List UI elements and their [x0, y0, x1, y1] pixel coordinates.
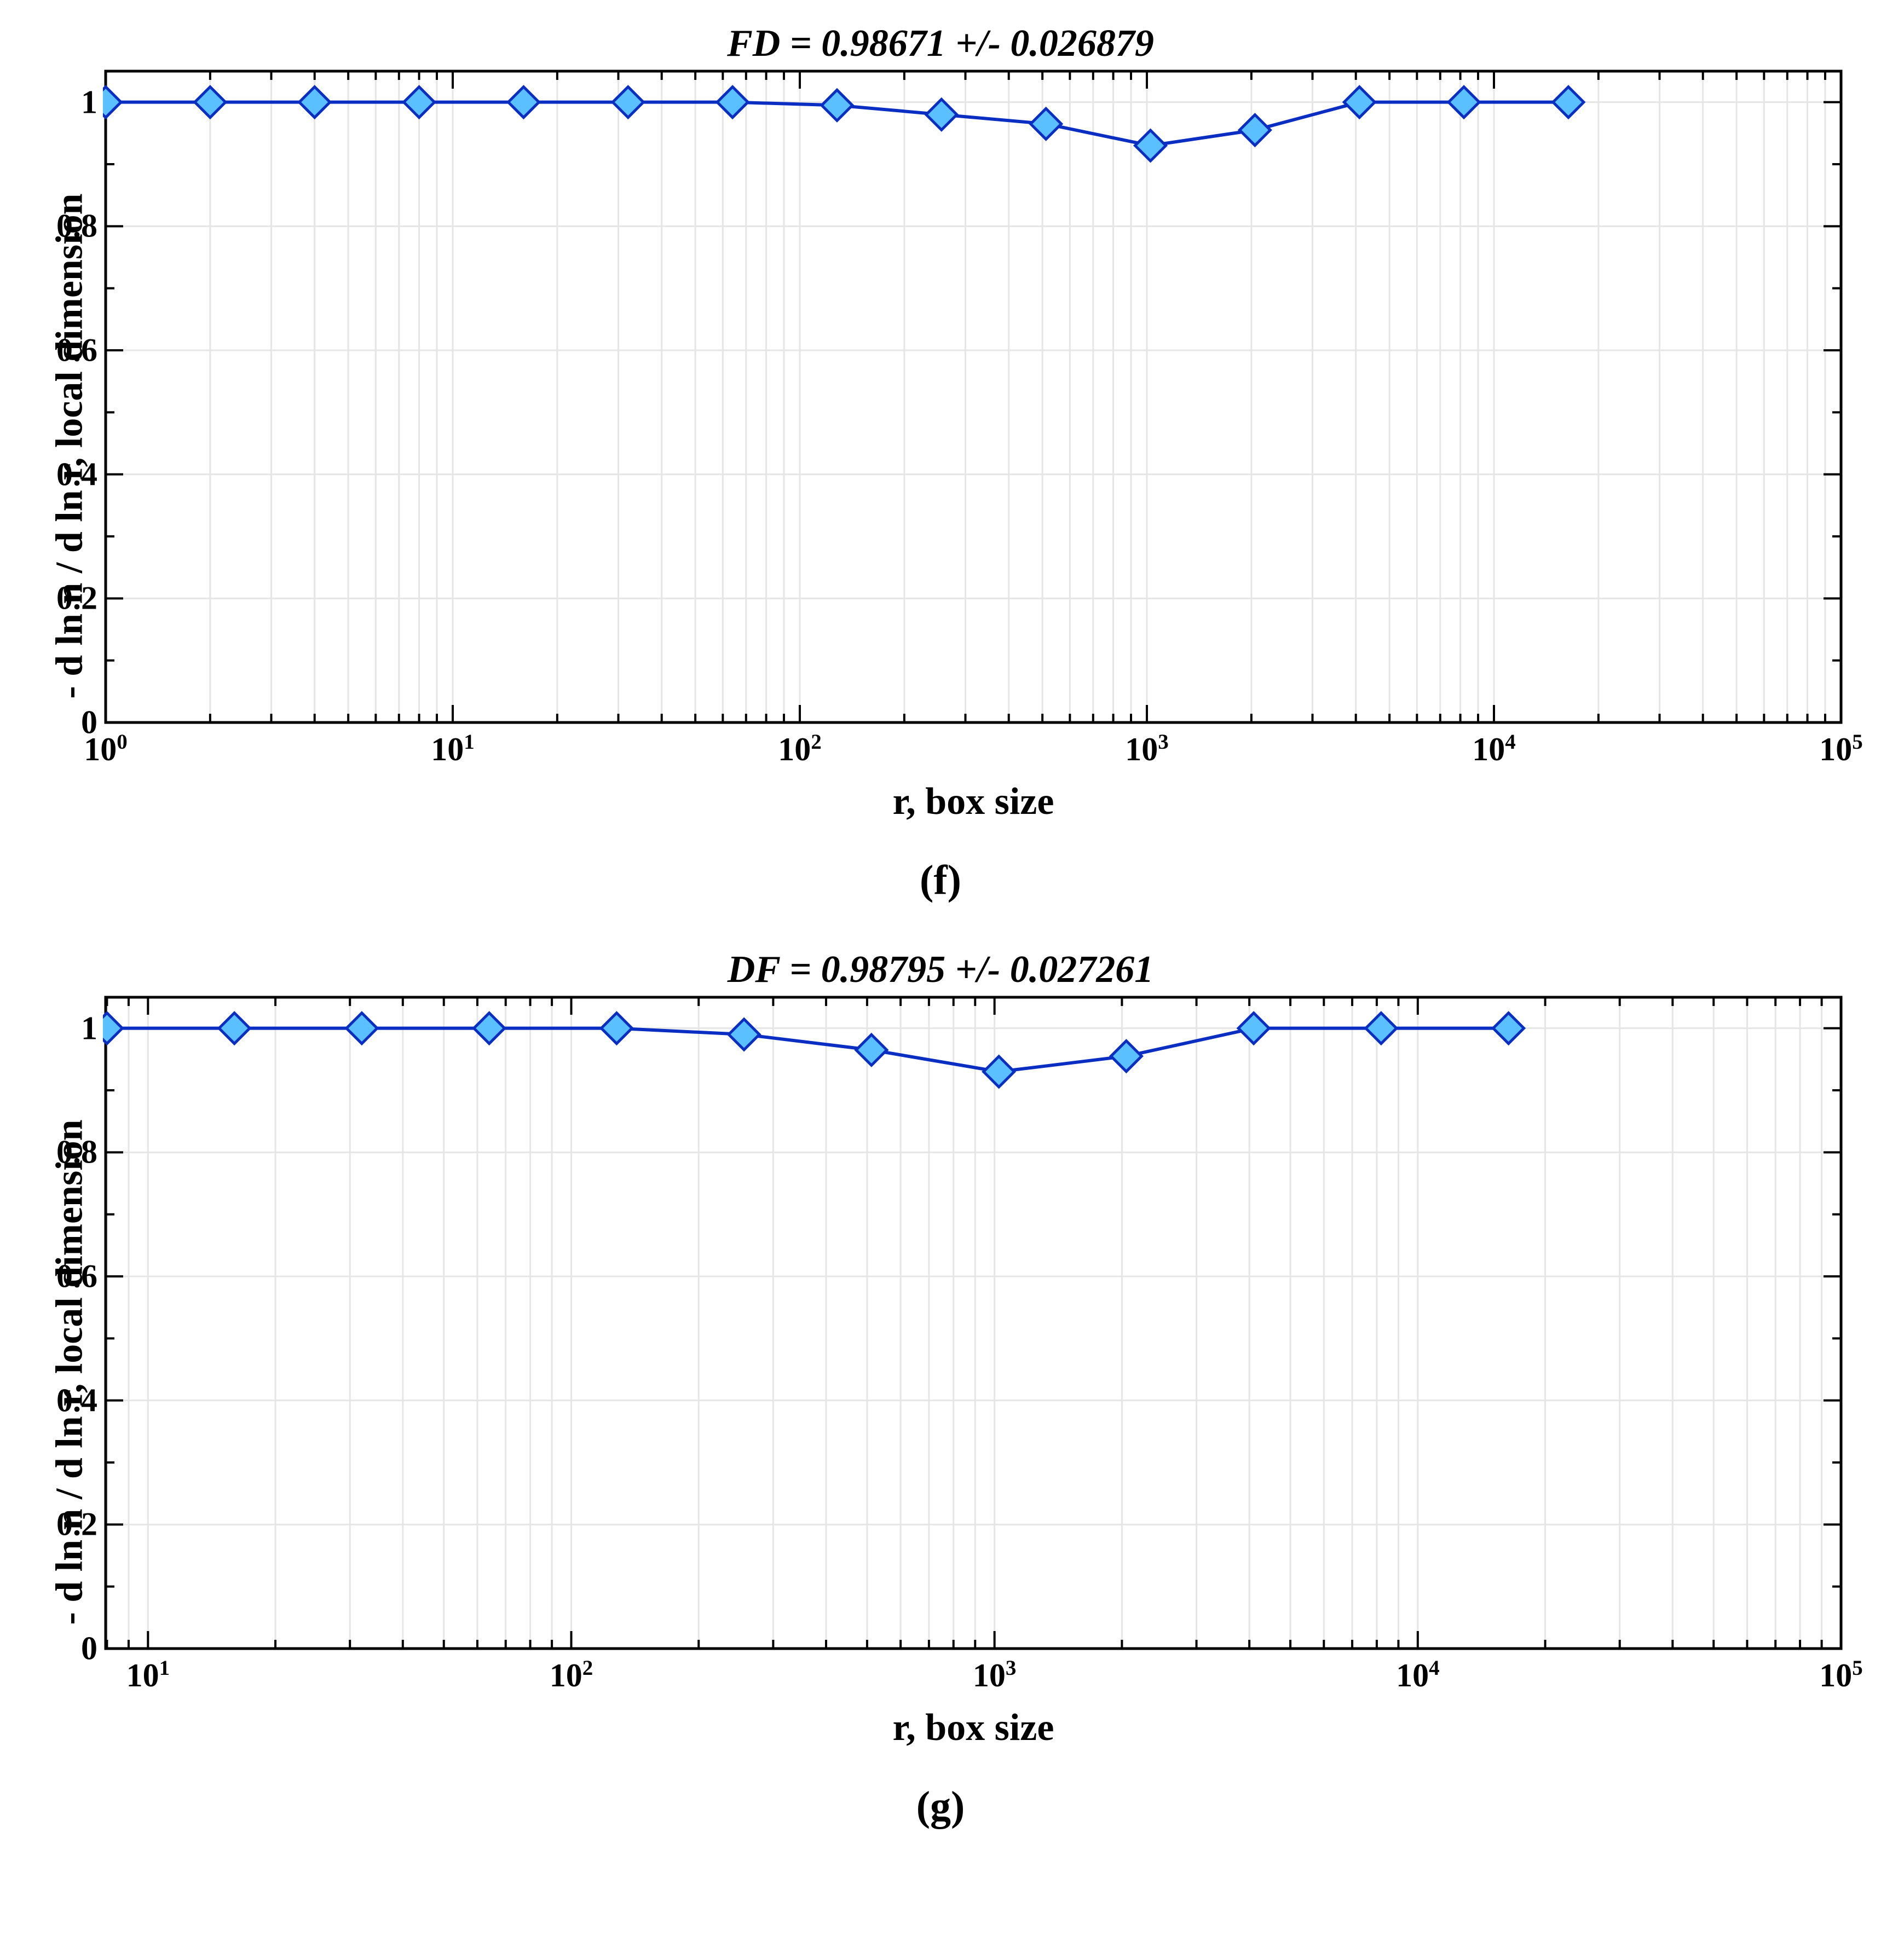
x-tick-labels: 100101102103104105 — [103, 725, 1844, 774]
y-tick-label: 0.4 — [56, 455, 97, 493]
data-marker — [613, 87, 643, 118]
y-tick-label: 1 — [81, 83, 97, 121]
data-marker — [601, 1013, 632, 1044]
x-tick-label: 101 — [126, 1656, 170, 1695]
chart-f-plot-wrap: - d ln n / d ln r, local dimension 10010… — [37, 68, 1844, 824]
y-tick-label: 1 — [81, 1009, 97, 1047]
chart-g-plot-wrap: - d ln n / d ln r, local dimension 10110… — [37, 995, 1844, 1750]
plot-svg — [103, 995, 1844, 1651]
chart-g-plot-area: 10110210310410500.20.40.60.81 — [103, 995, 1844, 1651]
chart-g-xlabel: r, box size — [103, 1706, 1844, 1750]
data-marker — [1135, 130, 1166, 161]
chart-f-xlabel: r, box size — [103, 780, 1844, 824]
data-line — [107, 1028, 1508, 1072]
x-tick-label: 102 — [550, 1656, 593, 1695]
y-tick-label: 0.6 — [56, 1258, 97, 1296]
chart-g-plot-and-x: 10110210310410500.20.40.60.81 r, box siz… — [103, 995, 1844, 1750]
data-marker — [1493, 1013, 1524, 1044]
x-tick-label: 104 — [1472, 730, 1516, 768]
y-tick-label: 0.8 — [56, 207, 97, 245]
x-tick-label: 101 — [431, 730, 475, 768]
y-tick-label: 0.2 — [56, 580, 97, 617]
data-marker — [299, 87, 330, 118]
y-tick-labels: 00.20.40.60.81 — [26, 995, 103, 1651]
y-tick-label: 0.2 — [56, 1506, 97, 1543]
data-marker — [347, 1013, 377, 1044]
data-marker — [1366, 1013, 1397, 1044]
data-marker — [822, 90, 852, 120]
data-marker — [404, 87, 435, 118]
data-marker — [474, 1013, 505, 1044]
plot-svg — [103, 68, 1844, 725]
data-marker — [103, 1013, 122, 1044]
data-marker — [1553, 87, 1584, 118]
chart-g-title: DF = 0.98795 +/- 0.027261 — [37, 948, 1844, 992]
y-tick-label: 0 — [81, 704, 97, 742]
y-tick-label: 0.4 — [56, 1381, 97, 1419]
data-marker — [508, 87, 539, 118]
subfig-label-f: (f) — [11, 857, 1870, 904]
x-tick-labels: 101102103104105 — [103, 1651, 1844, 1701]
data-marker — [1449, 87, 1479, 118]
x-tick-label: 104 — [1396, 1656, 1440, 1695]
y-tick-label: 0 — [81, 1630, 97, 1668]
subfig-label-g: (g) — [11, 1783, 1870, 1830]
data-marker — [729, 1019, 759, 1050]
data-marker — [1238, 1013, 1269, 1044]
data-marker — [717, 87, 748, 118]
data-marker — [1031, 108, 1061, 139]
data-marker — [1111, 1041, 1141, 1072]
x-tick-label: 105 — [1819, 1656, 1863, 1695]
x-tick-label: 103 — [973, 1656, 1017, 1695]
chart-g: DF = 0.98795 +/- 0.027261 - d ln n / d l… — [37, 948, 1844, 1750]
x-tick-label: 105 — [1819, 730, 1863, 768]
data-marker — [984, 1056, 1014, 1087]
y-tick-label: 0.8 — [56, 1134, 97, 1171]
data-marker — [1239, 115, 1270, 146]
chart-f: FD = 0.98671 +/- 0.026879 - d ln n / d l… — [37, 22, 1844, 824]
x-tick-label: 103 — [1125, 730, 1169, 768]
data-marker — [195, 87, 226, 118]
chart-f-title: FD = 0.98671 +/- 0.026879 — [37, 22, 1844, 66]
data-marker — [926, 99, 957, 130]
y-tick-labels: 00.20.40.60.81 — [26, 68, 103, 725]
x-tick-label: 102 — [778, 730, 822, 768]
data-marker — [103, 87, 121, 118]
data-marker — [1344, 87, 1375, 118]
chart-f-plot-area: 10010110210310410500.20.40.60.81 — [103, 68, 1844, 725]
y-tick-label: 0.6 — [56, 332, 97, 369]
data-marker — [219, 1013, 250, 1044]
data-marker — [856, 1034, 887, 1065]
chart-f-plot-and-x: 10010110210310410500.20.40.60.81 r, box … — [103, 68, 1844, 824]
